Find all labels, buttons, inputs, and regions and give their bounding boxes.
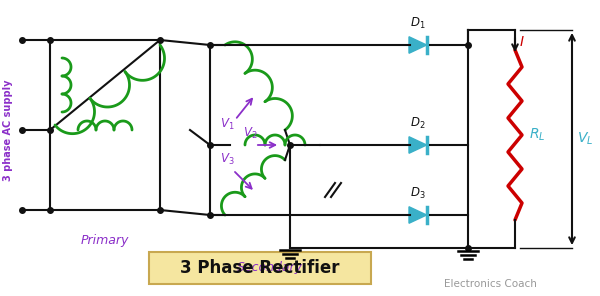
Text: Primary: Primary xyxy=(81,234,129,247)
Text: 3 phase AC supply: 3 phase AC supply xyxy=(3,79,13,181)
Text: $D_3$: $D_3$ xyxy=(410,186,426,201)
Polygon shape xyxy=(409,137,427,153)
Text: $D_1$: $D_1$ xyxy=(410,16,426,31)
Text: $V_1$: $V_1$ xyxy=(220,117,234,132)
FancyBboxPatch shape xyxy=(149,252,371,284)
Polygon shape xyxy=(409,37,427,53)
Text: $V_3$: $V_3$ xyxy=(220,152,234,167)
Text: 3 Phase Rectifier: 3 Phase Rectifier xyxy=(180,259,340,277)
Text: Electronics Coach: Electronics Coach xyxy=(443,279,536,289)
Text: $I$: $I$ xyxy=(519,35,525,49)
Polygon shape xyxy=(409,207,427,223)
Text: $R_L$: $R_L$ xyxy=(529,127,545,143)
Text: $V_2$: $V_2$ xyxy=(243,126,257,141)
Text: Secondary: Secondary xyxy=(237,261,303,274)
Text: $V_L$: $V_L$ xyxy=(577,131,593,147)
Text: $D_2$: $D_2$ xyxy=(410,116,426,131)
